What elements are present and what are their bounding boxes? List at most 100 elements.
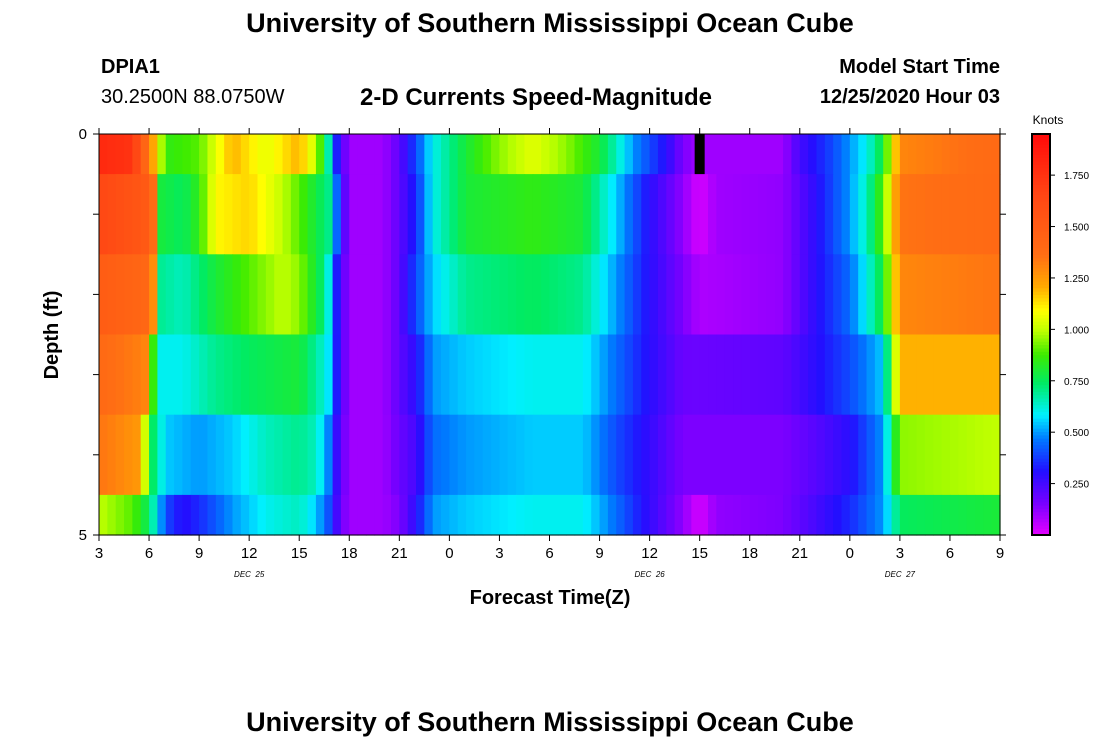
- heatmap-cell: [516, 134, 526, 175]
- heatmap-cell: [507, 174, 517, 255]
- heatmap-cell: [416, 334, 425, 416]
- colorbar-segment: [1032, 267, 1050, 272]
- date-label: DEC 27: [885, 570, 916, 579]
- heatmap-cell: [499, 254, 509, 336]
- heatmap-cell: [841, 414, 851, 496]
- page-title: University of Southern Mississippi Ocean…: [246, 8, 854, 38]
- heatmap-cell: [466, 494, 476, 536]
- footer-title: University of Southern Mississippi Ocean…: [246, 707, 854, 737]
- heatmap-cell: [207, 414, 217, 496]
- x-tick-label: 3: [495, 545, 503, 562]
- heatmap-cell: [457, 254, 467, 336]
- heatmap-cell: [941, 414, 951, 496]
- heatmap-cell: [274, 254, 284, 336]
- heatmap-cell: [624, 254, 634, 336]
- heatmap-cell: [524, 414, 534, 496]
- colorbar-segment: [1032, 434, 1050, 439]
- heatmap-cell: [124, 134, 133, 175]
- station-coordinates: 30.2500N 88.0750W: [101, 86, 285, 108]
- heatmap-cell: [324, 334, 334, 416]
- colorbar-segment: [1032, 528, 1050, 533]
- heatmap-cell: [657, 134, 667, 175]
- heatmap-cell: [991, 414, 1001, 496]
- heatmap-cell: [340, 174, 350, 255]
- heatmap-cell: [174, 494, 184, 536]
- heatmap-cell: [682, 414, 692, 496]
- heatmap-cell: [641, 174, 651, 255]
- colorbar-segment: [1032, 351, 1050, 356]
- colorbar-segment: [1032, 441, 1050, 446]
- heatmap-cell: [674, 334, 684, 416]
- heatmap-cell: [691, 494, 701, 536]
- heatmap-cell: [949, 414, 959, 496]
- colorbar-segment: [1032, 304, 1050, 309]
- heatmap-cell: [149, 494, 158, 536]
- heatmap-cell: [808, 494, 818, 536]
- heatmap-cell: [474, 254, 484, 336]
- x-tick-label: 21: [391, 545, 408, 562]
- heatmap-cell: [641, 414, 651, 496]
- heatmap-cell: [99, 334, 108, 416]
- heatmap-cell: [274, 174, 284, 255]
- heatmap-cell: [349, 174, 359, 255]
- heatmap-cell: [399, 134, 409, 175]
- heatmap-cell: [140, 494, 150, 536]
- heatmap-cell: [974, 174, 984, 255]
- x-axis: 3 6 9 12 15 18 21 0 3 6 9 12 15 18 21 0 3 6 9: [95, 128, 1004, 562]
- heatmap-cell: [491, 254, 501, 336]
- colorbar-segment: [1032, 230, 1050, 235]
- heatmap-cell: [783, 494, 793, 536]
- heatmap-cell: [274, 134, 284, 175]
- heatmap-cell: [257, 494, 267, 536]
- colorbar-tick-label: 0.250: [1064, 480, 1089, 491]
- heatmap-cell: [582, 494, 592, 536]
- heatmap-cell: [758, 494, 767, 536]
- heatmap-cell: [416, 254, 425, 336]
- heatmap-cell: [224, 334, 234, 416]
- colorbar-segment: [1032, 187, 1050, 192]
- heatmap-cell: [858, 414, 868, 496]
- heatmap-cell: [532, 254, 542, 336]
- heatmap-cell: [874, 334, 884, 416]
- model-start-label: Model Start Time: [839, 56, 1000, 78]
- heatmap-cell: [265, 254, 275, 336]
- heatmap-cell: [933, 174, 943, 255]
- colorbar-segment: [1032, 291, 1050, 295]
- heatmap-cell: [365, 414, 375, 496]
- heatmap-cell: [424, 254, 434, 336]
- heatmap-cell: [449, 254, 459, 336]
- heatmap-cell: [441, 254, 450, 336]
- heatmap-cell: [649, 334, 659, 416]
- colorbar-segment: [1032, 394, 1050, 399]
- heatmap-cell: [599, 414, 609, 496]
- heatmap-cell: [432, 254, 442, 336]
- heatmap-cell: [716, 414, 726, 496]
- heatmap-cell: [958, 254, 968, 336]
- heatmap-cell: [240, 174, 250, 255]
- heatmap-cell: [607, 494, 617, 536]
- heatmap-cell: [624, 414, 634, 496]
- heatmap-cell: [991, 334, 1001, 416]
- heatmap-cell: [190, 174, 200, 255]
- colorbar-tick-label: 0.750: [1064, 377, 1089, 388]
- heatmap-cell: [257, 414, 267, 496]
- heatmap-cell: [841, 494, 851, 536]
- heatmap-cell: [349, 134, 359, 175]
- heatmap-cell: [749, 414, 759, 496]
- heatmap-cell: [708, 254, 717, 336]
- x-tick-label: 6: [145, 545, 153, 562]
- heatmap-cell: [407, 254, 417, 336]
- colorbar-segment: [1032, 367, 1050, 372]
- heatmap-cell: [432, 334, 442, 416]
- heatmap-cell: [849, 254, 859, 336]
- heatmap-cell: [449, 334, 459, 416]
- heatmap-cell: [274, 414, 284, 496]
- heatmap-cell: [307, 254, 317, 336]
- date-label: DEC 26: [634, 570, 665, 579]
- heatmap-cell: [282, 254, 292, 336]
- heatmap-cell: [941, 494, 951, 536]
- heatmap-cell: [449, 414, 459, 496]
- heatmap-cell: [524, 254, 534, 336]
- heatmap-cell: [165, 174, 175, 255]
- heatmap-cell: [249, 414, 259, 496]
